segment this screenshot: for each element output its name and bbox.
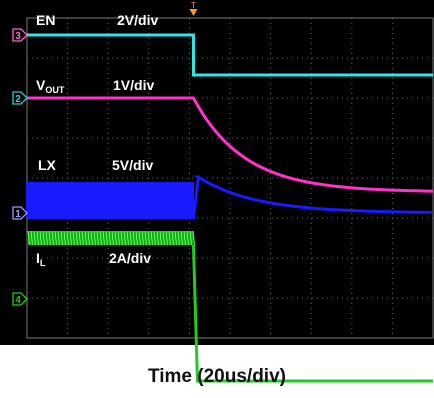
trace-lx-decay [191,175,432,219]
screen-background [0,0,434,345]
channel-marker-label-3: 3 [15,31,21,42]
channel-label-en: EN [36,12,55,28]
channel-marker-label-1: 1 [15,209,21,220]
channel-markers: 2 3 1 4 [12,28,28,306]
waveform-traces [26,33,434,383]
channel-label-il: IL [36,250,46,268]
trigger-marker [189,9,198,16]
channel-marker-2 [12,91,28,105]
trace-il-ripple [27,230,195,246]
channel-label-lx: LX [38,157,57,173]
channel-scale-en: 2V/div [117,12,158,28]
channel-marker-4 [12,292,28,306]
channel-scale-il: 2A/div [109,250,151,266]
channel-marker-label-4: 4 [15,295,21,306]
trace-en [27,33,433,77]
trace-vout [27,96,434,193]
trace-lx-switching [26,182,195,219]
trigger-marker-label: T [191,1,196,10]
channel-marker-label-2: 2 [15,94,21,105]
graticule-border [26,17,434,339]
graticule: T [26,1,434,339]
channel-scale-lx: 5V/div [112,157,153,173]
channel-scale-vout: 1V/div [113,77,154,93]
channel-marker-3 [12,28,28,42]
channel-marker-1 [12,206,28,220]
x-axis-label: Time (20us/div) [148,366,286,387]
trace-il [191,244,433,383]
